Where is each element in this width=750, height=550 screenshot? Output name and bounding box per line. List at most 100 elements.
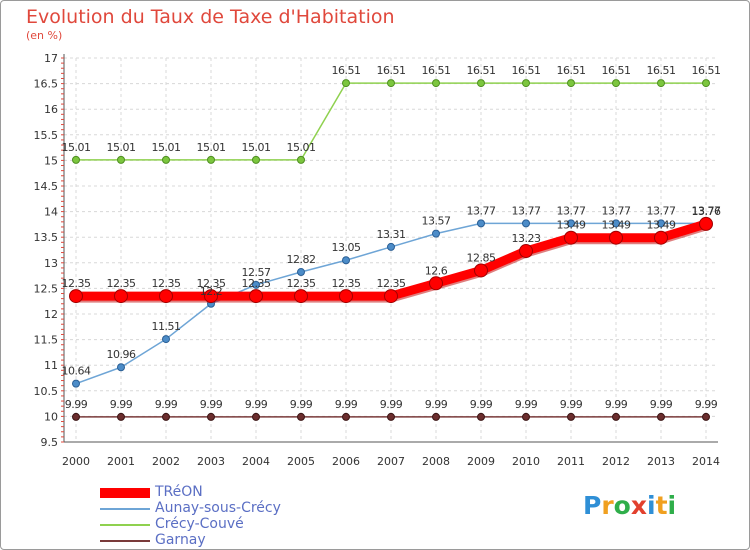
series-0-data-label: 12.35 <box>377 277 406 290</box>
series-0-data-label: 13.76 <box>692 205 721 218</box>
x-tick-label: 2011 <box>557 455 585 468</box>
series-3-point <box>522 412 530 421</box>
series-0-point <box>159 289 173 304</box>
series-0-point <box>654 230 668 245</box>
series-3-data-label: 9.99 <box>155 398 178 411</box>
chart-subtitle: (en %) <box>26 29 63 42</box>
series-0-point <box>294 289 308 304</box>
series-1-point <box>72 379 80 388</box>
y-tick-label: 12.5 <box>34 282 59 295</box>
data-labels: 9.99 9.99 9.99 9.99 9.99 9.99 9.99 9.99 9.99 9.99… <box>62 64 722 411</box>
y-tick-label: 9.5 <box>41 436 59 449</box>
series-3-data-label: 9.99 <box>380 398 403 411</box>
y-tick-label: 12 <box>44 308 58 321</box>
proxiti-logo: Proxiti <box>583 491 676 520</box>
series-0-data-label: 12.35 <box>287 277 316 290</box>
series-0-point <box>429 276 443 291</box>
series-0-data-label: 12.85 <box>467 251 496 264</box>
series-1-point <box>117 363 125 372</box>
series-0-point <box>699 216 713 231</box>
legend-label: Crécy-Couvé <box>155 516 244 532</box>
series-3-data-label: 9.99 <box>110 398 133 411</box>
series-1-data-label: 13.77 <box>512 204 541 217</box>
axes: 9.51010.51111.51212.51313.51414.51515.51… <box>34 52 721 468</box>
series-3-point <box>387 412 395 421</box>
x-tick-label: 2013 <box>647 455 675 468</box>
series-3-data-label: 9.99 <box>560 398 583 411</box>
y-tick-label: 14 <box>44 206 58 219</box>
series-1-data-label: 10.64 <box>62 365 91 378</box>
x-tick-label: 2006 <box>332 455 360 468</box>
series-2-point <box>117 155 125 164</box>
y-tick-label: 14.5 <box>34 180 59 193</box>
x-tick-label: 2014 <box>692 455 720 468</box>
x-tick-label: 2007 <box>377 455 405 468</box>
x-tick-label: 2008 <box>422 455 450 468</box>
series-2-data-label: 16.51 <box>602 64 631 77</box>
series-1-data-label: 10.96 <box>107 348 136 361</box>
logo-letter: P <box>583 491 602 520</box>
logo-letter: x <box>630 491 647 520</box>
series-2-point <box>432 79 440 88</box>
series-1-point <box>567 219 575 228</box>
series-3-point <box>567 412 575 421</box>
legend-label: Garnay <box>155 532 206 548</box>
series-3-point <box>117 412 125 421</box>
chart-title: Evolution du Taux de Taxe d'Habitation <box>26 6 395 28</box>
series-2-point <box>342 79 350 88</box>
series-1-point <box>162 335 170 344</box>
y-tick-label: 16 <box>44 103 58 116</box>
series-0-point <box>609 230 623 245</box>
y-tick-label: 10 <box>44 410 58 423</box>
series-3-point <box>162 412 170 421</box>
series-1-point <box>342 256 350 265</box>
series-0-data-label: 13.49 <box>602 219 631 232</box>
series-2-data-label: 15.01 <box>242 141 271 154</box>
series-3-point <box>702 412 710 421</box>
series-0-data-label: 13.49 <box>557 219 586 232</box>
series-0-point <box>249 289 263 304</box>
series-2-data-label: 16.51 <box>647 64 676 77</box>
series-3-data-label: 9.99 <box>605 398 628 411</box>
x-tick-label: 2000 <box>62 455 90 468</box>
series-1-data-label: 13.05 <box>332 241 361 254</box>
series-0-data-label: 12.35 <box>332 277 361 290</box>
series-0-point <box>564 230 578 245</box>
x-tick-label: 2004 <box>242 455 270 468</box>
x-tick-label: 2012 <box>602 455 630 468</box>
series-0-data-label: 13.49 <box>647 219 676 232</box>
series-2-data-label: 16.51 <box>422 64 451 77</box>
series-1-data-label: 13.77 <box>602 204 631 217</box>
x-tick-label: 2009 <box>467 455 495 468</box>
legend-swatch <box>100 508 150 510</box>
series-1-data-label: 13.57 <box>422 215 451 228</box>
series-2-point <box>297 155 305 164</box>
series-2-data-label: 15.01 <box>197 141 226 154</box>
series-2-data-label: 16.51 <box>467 64 496 77</box>
series-1-data-label: 11.51 <box>152 320 181 333</box>
x-tick-label: 2001 <box>107 455 135 468</box>
series-3-point <box>72 412 80 421</box>
series-2-point <box>207 155 215 164</box>
series-2-point <box>387 79 395 88</box>
series-1-point <box>252 280 260 289</box>
series-3-data-label: 9.99 <box>425 398 448 411</box>
series-3-data-label: 9.99 <box>290 398 313 411</box>
logo-letter: r <box>601 491 614 520</box>
series-2-point <box>567 79 575 88</box>
series-3-data-label: 9.99 <box>200 398 223 411</box>
y-tick-label: 10.5 <box>34 385 59 398</box>
series-1-point <box>477 219 485 228</box>
series-3-point <box>612 412 620 421</box>
series-3-data-label: 9.99 <box>470 398 493 411</box>
series-2-point <box>252 155 260 164</box>
series-0-data-label: 12.35 <box>152 277 181 290</box>
legend-swatch <box>100 540 150 542</box>
series-2-data-label: 16.51 <box>512 64 541 77</box>
logo-letter: o <box>613 491 631 520</box>
series-1-data-label: 13.31 <box>377 228 406 241</box>
series-1-data-label: 12.57 <box>242 266 271 279</box>
series-3-data-label: 9.99 <box>335 398 358 411</box>
